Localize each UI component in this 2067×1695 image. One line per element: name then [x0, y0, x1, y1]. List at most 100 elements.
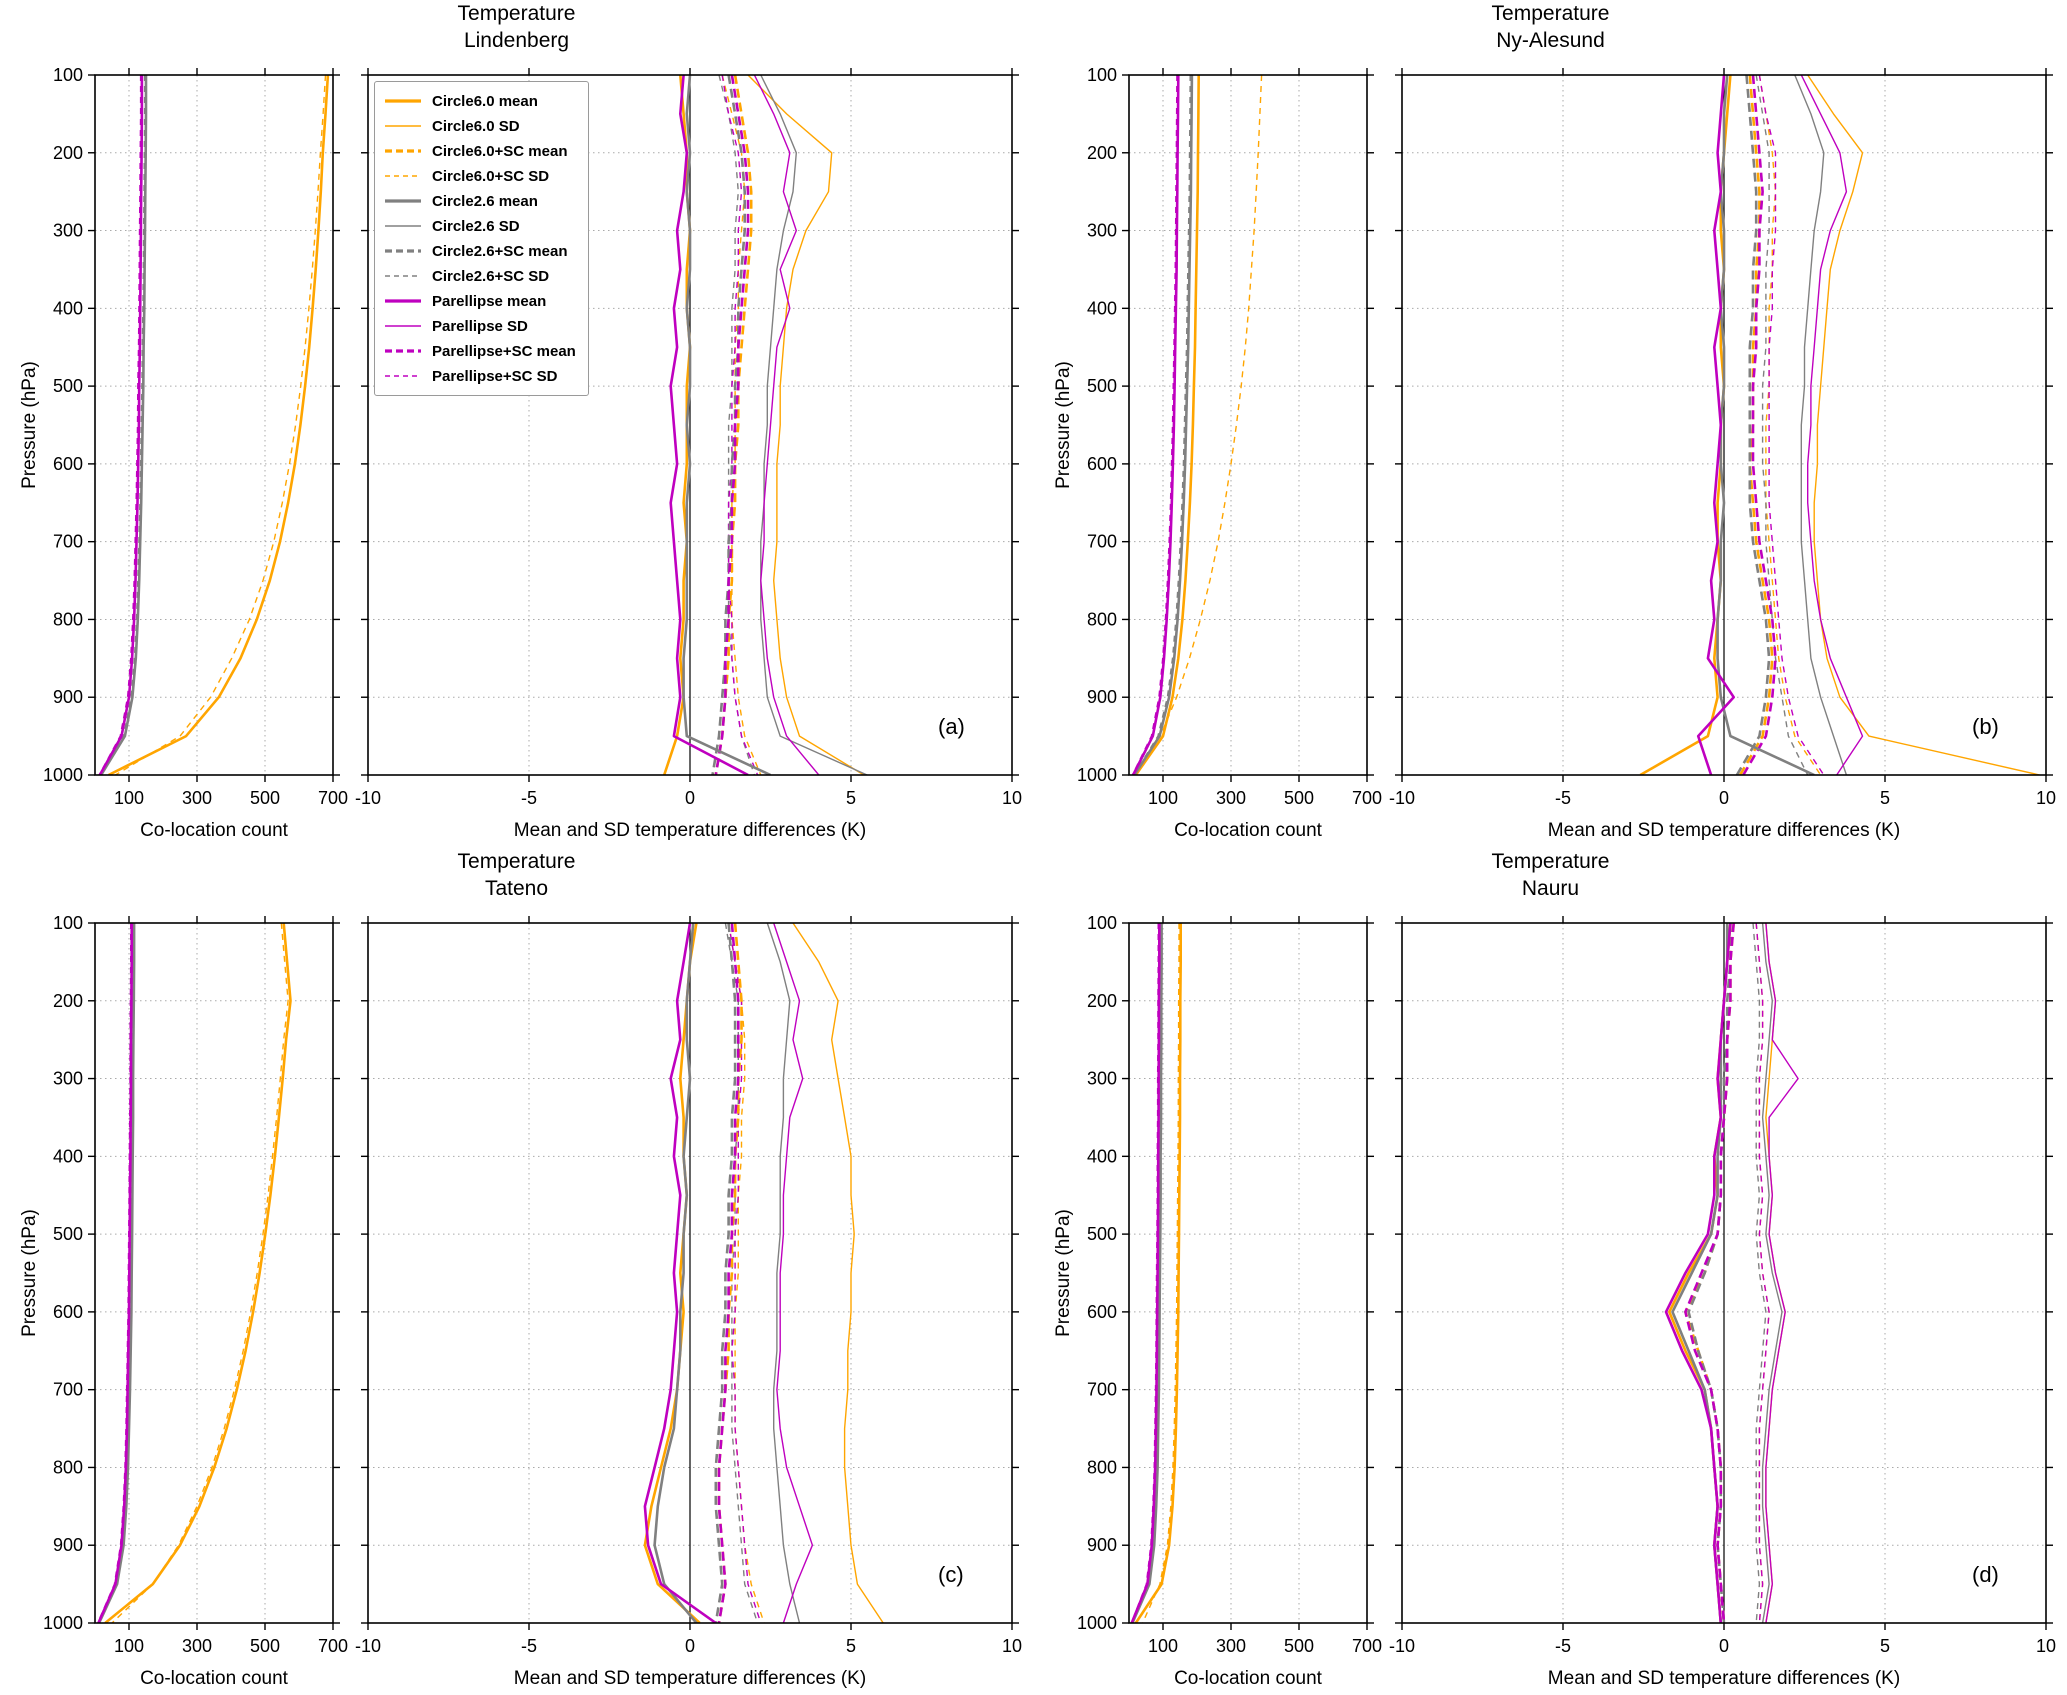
- series-parellipse-sc-sd: [1758, 75, 1825, 775]
- legend-item-label: Parellipse mean: [432, 292, 547, 310]
- series-circle6-0-sd: [747, 75, 865, 775]
- pressure-tick-label: 300: [1087, 221, 1117, 241]
- pressure-axis-label: Pressure (hPa): [1053, 361, 1074, 489]
- panel-b: 100 300 500 700 100 200 300 400 500 600 700 800 900 1…: [1034, 0, 2067, 847]
- panel-title: Temperature Ny-Alesund: [1034, 0, 2067, 54]
- pressure-tick-label: 700: [53, 1380, 83, 1400]
- legend-item-label: Circle6.0+SC mean: [432, 142, 568, 160]
- series-circle6-0: [108, 75, 330, 775]
- panel-title-line2: Nauru: [1521, 877, 1580, 900]
- series-circle2-6: [1133, 75, 1194, 775]
- count-axis-label: Co-location count: [140, 820, 288, 841]
- count-tick-label: 700: [1352, 1636, 1382, 1656]
- pressure-tick-label: 1000: [1077, 765, 1117, 785]
- temp-tick-label: -10: [355, 1636, 381, 1656]
- series-circle2-6-mean: [653, 923, 698, 1623]
- count-plot: 100 300 500 700 100 200 300 400 500 600 700 800 900 1…: [43, 65, 348, 808]
- legend-item-1: Circle6.0 SD: [383, 114, 576, 138]
- series-circle6-0-sd: [792, 923, 884, 1623]
- pressure-tick-label: 600: [1087, 1302, 1117, 1322]
- series-parellipse: [97, 923, 133, 1623]
- pressure-tick-label: 1000: [43, 1613, 83, 1633]
- legend-item-7: Circle2.6+SC SD: [383, 264, 576, 288]
- series-parellipse-sc-sd: [1755, 923, 1770, 1623]
- series-circle2-6-sc-mean: [714, 923, 737, 1623]
- count-tick-label: 500: [250, 788, 280, 808]
- series-parellipse-mean: [1664, 923, 1732, 1623]
- legend-item-3: Circle6.0+SC SD: [383, 164, 576, 188]
- series-parellipse-mean: [643, 923, 717, 1623]
- pressure-tick-label: 900: [53, 1535, 83, 1555]
- series-circle2-6-mean: [682, 75, 772, 775]
- legend-item-label: Circle6.0 mean: [432, 92, 538, 110]
- series-circle6-0-sd: [1807, 75, 2040, 775]
- pressure-tick-label: 300: [53, 221, 83, 241]
- temp-tick-label: 0: [1719, 1636, 1729, 1656]
- temp-axis-label: Mean and SD temperature differences (K): [1547, 1668, 1901, 1689]
- temp-axis-label: Mean and SD temperature differences (K): [1547, 820, 1901, 841]
- temp-plot: -10 -5 0 5 10: [355, 916, 1022, 1656]
- series-circle2-6-sc: [1133, 75, 1191, 775]
- series-parellipse-mean: [1696, 75, 1736, 775]
- panel-title-line1: Temperature: [1491, 850, 1610, 873]
- temp-tick-label: 5: [846, 788, 856, 808]
- series-circle6-0-sc-sd: [1758, 75, 1822, 775]
- temp-tick-label: 10: [1002, 1636, 1022, 1656]
- temp-tick-label: 10: [1002, 788, 1022, 808]
- temp-axis-label: Mean and SD temperature differences (K): [513, 820, 867, 841]
- temp-tick-label: -5: [521, 1636, 537, 1656]
- series-circle2-6-sd: [1794, 75, 1848, 775]
- pressure-tick-label: 100: [1087, 65, 1117, 85]
- count-plot: 100 300 500 700 100 200 300 400 500 600 700 800 900 1…: [1077, 65, 1382, 808]
- temp-tick-label: 10: [2036, 788, 2056, 808]
- temp-tick-label: -10: [355, 788, 381, 808]
- count-tick-label: 100: [114, 788, 144, 808]
- pressure-tick-label: 800: [53, 1457, 83, 1477]
- series-parellipse-sc: [97, 923, 132, 1623]
- pressure-tick-label: 200: [53, 143, 83, 163]
- temp-tick-label: -5: [1555, 1636, 1571, 1656]
- panel-letter: (b): [1972, 714, 1999, 739]
- temp-plot: -10 -5 0 5 10: [1389, 916, 2056, 1656]
- count-tick-label: 100: [114, 1636, 144, 1656]
- legend-line-sample-icon: [385, 349, 421, 353]
- panel-c: 100 300 500 700 100 200 300 400 500 600 700 800 900 1…: [0, 848, 1033, 1695]
- count-tick-label: 300: [1216, 788, 1246, 808]
- series-parellipse-sd: [1765, 923, 1799, 1623]
- temp-tick-label: 5: [846, 1636, 856, 1656]
- legend-line-sample-icon: [385, 275, 421, 277]
- series-circle2-6-sc: [99, 75, 146, 775]
- pressure-tick-label: 800: [53, 609, 83, 629]
- panel-title-line2: Lindenberg: [463, 29, 570, 52]
- series-circle2-6-sc-sd: [1752, 923, 1767, 1623]
- series-circle2-6-sc: [97, 923, 134, 1623]
- series-parellipse: [1130, 923, 1161, 1623]
- pressure-tick-label: 500: [1087, 1224, 1117, 1244]
- series-circle6-0-mean: [643, 923, 701, 1623]
- temp-tick-label: -5: [521, 788, 537, 808]
- pressure-tick-label: 200: [1087, 143, 1117, 163]
- count-tick-label: 100: [1148, 788, 1178, 808]
- pressure-tick-label: 400: [53, 298, 83, 318]
- count-plot-frame: [94, 74, 334, 776]
- series-parellipse-sd: [1800, 75, 1864, 775]
- legend-item-5: Circle2.6 SD: [383, 214, 576, 238]
- pressure-axis-label: Pressure (hPa): [19, 1209, 40, 1337]
- legend-item-label: Parellipse+SC mean: [432, 342, 576, 360]
- panel-c-plots: 100 300 500 7001002003004005006007008009001…: [43, 913, 1022, 1656]
- series-parellipse-sd: [753, 75, 820, 775]
- legend-item-label: Circle2.6 mean: [432, 192, 538, 210]
- pressure-tick-label: 700: [1087, 1380, 1117, 1400]
- series-circle6-0-sc: [115, 75, 327, 775]
- legend-line-sample-icon: [385, 125, 421, 127]
- legend-line-sample-icon: [385, 149, 421, 153]
- legend-item-10: Parellipse+SC mean: [383, 339, 576, 363]
- count-axis-label: Co-location count: [1174, 820, 1322, 841]
- series-circle6-0: [104, 923, 292, 1623]
- series-parellipse-sc-sd: [721, 75, 759, 775]
- count-plot: 100 300 500 700 100 200 300 400 500 600 700 800 900 1…: [1077, 913, 1382, 1656]
- panel-title: Temperature Tateno: [0, 848, 1033, 902]
- temp-tick-label: -10: [1389, 1636, 1415, 1656]
- series-parellipse-sc: [1131, 75, 1178, 775]
